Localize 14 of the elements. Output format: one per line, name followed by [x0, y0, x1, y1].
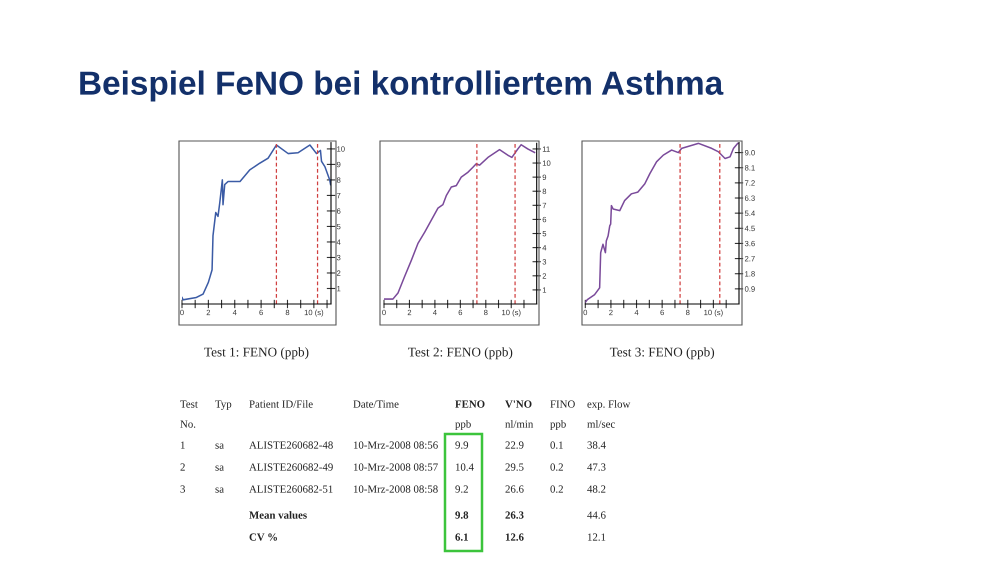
text: CV % 6.1 12.6 12.1	[250, 533, 606, 541]
x-axis-title: Test 2: FENO (ppb)	[408, 347, 512, 360]
text: Mean values 9.8 26.3 44.6	[249, 511, 606, 519]
line-series	[182, 144, 331, 301]
text: 2 sa ALISTE260682-49 10-Mrz-2008 08:57 10.4 29.5 0.2 47.3	[180, 463, 606, 471]
line-series	[384, 144, 536, 300]
line-series	[585, 142, 738, 304]
x-axis-title: Test 3: FENO (ppb)	[610, 347, 714, 360]
text: No. ppb nl/min ppb ml/sec	[180, 420, 615, 430]
text: 3 sa ALISTE260682-51 10-Mrz-2008 08:58 9.2 26.6 0.2 48.2	[180, 485, 606, 493]
text: Beispiel FeNO bei kontrolliertem Asthma	[80, 70, 724, 102]
text: Test Typ Patient ID/File Date/Time FENO V'NO FINO exp. Flow	[180, 400, 630, 410]
x-axis-title: Test 1: FENO (ppb)	[204, 347, 308, 360]
text: 1 sa ALISTE260682-48 10-Mrz-2008 08:56 9.9 22.9 0.1 38.4	[180, 441, 606, 449]
